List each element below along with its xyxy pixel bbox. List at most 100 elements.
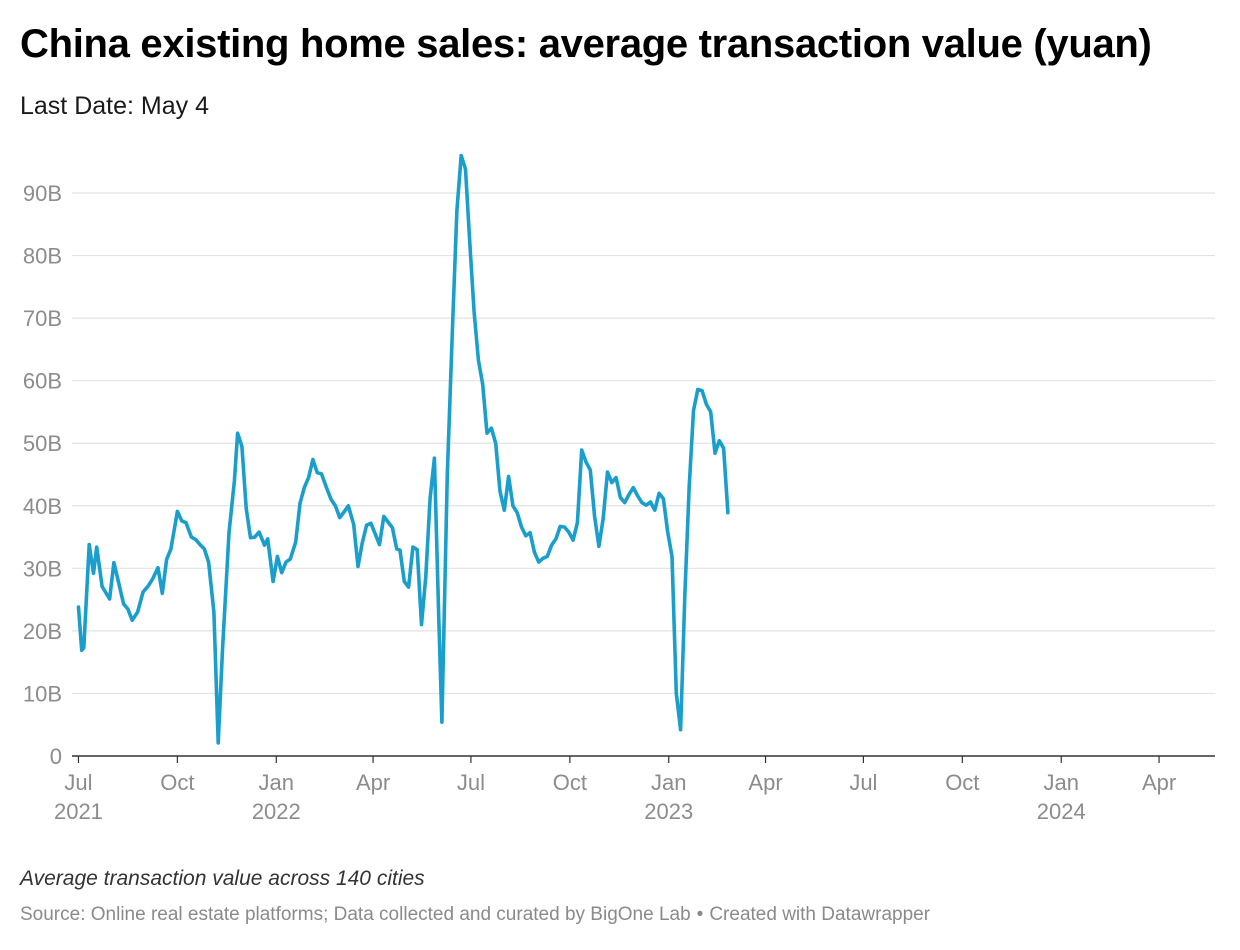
data-point (136, 610, 139, 614)
data-point (498, 490, 502, 493)
data-point (670, 555, 674, 558)
data-point (446, 473, 449, 476)
data-point (610, 481, 613, 484)
data-point (161, 592, 164, 595)
data-point (533, 550, 536, 554)
data-point (378, 543, 381, 546)
data-point (194, 538, 197, 541)
data-point (567, 530, 570, 534)
data-point (117, 579, 120, 582)
data-point (176, 510, 179, 513)
data-point (696, 388, 699, 391)
data-point (718, 439, 721, 442)
x-tick-year-label: 2022 (252, 799, 301, 824)
data-point (386, 520, 390, 524)
data-point (602, 517, 605, 520)
data-point (207, 560, 210, 564)
data-point (407, 585, 410, 589)
data-point (271, 580, 275, 583)
data-point (494, 442, 497, 445)
data-point (338, 516, 341, 519)
data-point (100, 585, 104, 588)
data-point (433, 457, 436, 460)
data-point (662, 497, 665, 501)
data-point (361, 541, 364, 544)
data-point (683, 592, 687, 595)
x-tick-label: Oct (160, 770, 194, 795)
data-point (108, 597, 111, 601)
y-tick-label: 10B (23, 681, 62, 706)
data-point (263, 544, 266, 547)
data-point (485, 432, 489, 435)
data-point (190, 535, 193, 539)
series-line (76, 153, 730, 745)
data-point (398, 549, 402, 552)
y-tick-label: 90B (23, 181, 62, 206)
data-point (627, 493, 631, 496)
data-point (726, 511, 730, 514)
data-point (320, 472, 323, 476)
data-point (640, 501, 644, 504)
data-point (411, 545, 415, 549)
data-point (307, 476, 310, 479)
x-tick-label: Oct (553, 770, 587, 795)
data-point (147, 584, 150, 587)
series-layer (76, 153, 730, 745)
data-point (700, 389, 704, 392)
data-point (524, 534, 527, 537)
data-point (424, 575, 427, 578)
data-point (688, 485, 691, 488)
chart-subtitle: Last Date: May 4 (20, 92, 209, 120)
data-point (347, 504, 350, 507)
gridlines (72, 192, 1215, 757)
data-point (240, 445, 244, 448)
data-point (477, 358, 480, 362)
data-point (156, 566, 160, 569)
x-tick-label: Jan (259, 770, 294, 795)
data-point (692, 409, 695, 412)
data-point (227, 531, 231, 534)
data-point (606, 470, 609, 474)
data-point (352, 523, 355, 526)
data-point (657, 492, 661, 495)
data-point (571, 539, 575, 542)
data-point (428, 497, 432, 500)
data-point (709, 410, 712, 414)
x-tick-label: Jul (64, 770, 92, 795)
credit-text: Created with Datawrapper (709, 904, 931, 925)
data-point (294, 540, 297, 544)
data-point (369, 522, 373, 525)
data-point (289, 557, 292, 561)
data-point (416, 548, 419, 551)
data-point (437, 614, 440, 617)
data-point (645, 504, 648, 507)
data-point (528, 531, 532, 534)
data-point (184, 521, 188, 524)
y-tick-label: 40B (23, 494, 62, 519)
y-tick-label: 60B (23, 369, 62, 394)
data-point (632, 486, 635, 489)
data-point (257, 530, 261, 534)
data-point (245, 507, 248, 510)
data-point (356, 565, 360, 568)
data-point (516, 511, 519, 514)
data-point (666, 530, 669, 534)
y-tick-label: 70B (23, 306, 62, 331)
data-point (705, 403, 708, 406)
data-point (131, 619, 134, 622)
data-point (382, 515, 385, 518)
data-point (636, 494, 639, 497)
x-tick-year-label: 2023 (644, 799, 693, 824)
data-point (584, 460, 588, 464)
y-tick-label: 30B (23, 556, 62, 581)
data-point (365, 524, 368, 527)
data-point (597, 545, 601, 548)
data-point (468, 241, 471, 245)
data-point (653, 509, 656, 512)
y-axis-ticks: 0 10B 20B 30B 40B 50B 60B 70B 80B 90B (23, 181, 62, 769)
data-point (722, 447, 725, 450)
source-separator: • (696, 904, 704, 925)
data-point (253, 535, 256, 539)
data-point (316, 471, 319, 474)
data-point (511, 504, 515, 507)
